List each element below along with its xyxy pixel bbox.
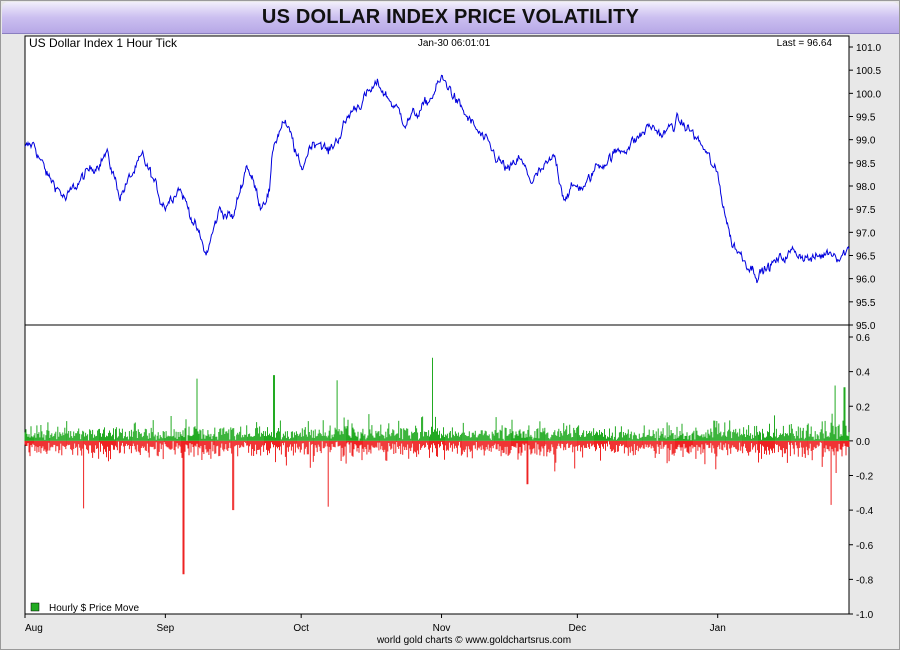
timestamp-label: Jan-30 06:01:01 — [418, 38, 491, 49]
price-tick-label: 95.0 — [856, 321, 876, 332]
price-tick-label: 99.0 — [856, 136, 876, 147]
move-tick-label: 0.0 — [856, 437, 870, 448]
move-tick-label: -0.2 — [856, 472, 874, 483]
move-tick-label: 0.2 — [856, 402, 870, 413]
move-tick-label: 0.4 — [856, 368, 870, 379]
price-line — [24, 74, 850, 284]
price-tick-label: 101.0 — [856, 43, 881, 54]
x-tick-label: Sep — [156, 623, 174, 634]
price-tick-label: 97.5 — [856, 205, 876, 216]
footer-credit: world gold charts © www.goldchartsrus.co… — [376, 635, 571, 646]
price-tick-label: 98.0 — [856, 182, 876, 193]
price-tick-label: 95.5 — [856, 298, 876, 309]
x-tick-label: Jan — [710, 623, 726, 634]
price-tick-label: 100.0 — [856, 89, 881, 100]
price-tick-label: 100.5 — [856, 66, 881, 77]
move-tick-label: -1.0 — [856, 610, 874, 621]
move-tick-label: -0.4 — [856, 506, 874, 517]
upper-chart-title: US Dollar Index 1 Hour Tick — [29, 36, 178, 50]
move-y-axis: 0.6 0.4 0.2 0.0 -0.2 -0.4 -0.6 -0.8 -1.0 — [849, 333, 874, 621]
legend-label: Hourly $ Price Move — [49, 603, 139, 614]
price-tick-label: 99.5 — [856, 113, 876, 124]
price-tick-label: 96.5 — [856, 252, 876, 263]
x-tick-label: Aug — [25, 623, 43, 634]
last-value-label: Last = 96.64 — [777, 38, 833, 49]
x-tick-label: Nov — [433, 623, 451, 634]
move-tick-label: -0.6 — [856, 541, 874, 552]
legend-swatch — [30, 602, 40, 612]
title-bar: US DOLLAR INDEX PRICE VOLATILITY — [2, 2, 899, 34]
chart-title: US DOLLAR INDEX PRICE VOLATILITY — [261, 6, 640, 28]
price-y-axis: 101.0 100.5 100.0 99.5 99.0 98.5 98.0 97.5 97.0 9… — [849, 43, 881, 332]
x-tick-label: Dec — [568, 623, 586, 634]
x-axis: Aug Sep Oct Nov Dec Jan — [24, 614, 726, 634]
price-move-bars — [24, 357, 850, 575]
move-tick-label: -0.8 — [856, 575, 874, 586]
x-tick-label: Oct — [293, 623, 309, 634]
move-tick-label: 0.6 — [856, 333, 870, 344]
price-tick-label: 97.0 — [856, 228, 876, 239]
price-tick-label: 96.0 — [856, 275, 876, 286]
price-tick-label: 98.5 — [856, 159, 876, 170]
